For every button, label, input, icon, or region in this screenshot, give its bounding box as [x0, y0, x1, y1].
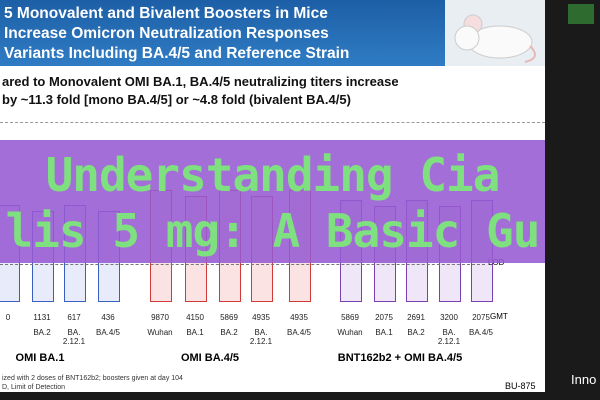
gmt-value: 3200	[440, 313, 458, 322]
gmt-value: 4935	[252, 313, 270, 322]
column-label: BA.2	[33, 328, 51, 337]
gmt-value: 4150	[186, 313, 204, 322]
column-label: BA.2	[220, 328, 238, 337]
gmt-value: 617	[67, 313, 81, 322]
overlay-banner: Understanding Cia lis 5 mg: A Basic Gu	[0, 140, 545, 263]
column-label: BA.4/5	[468, 328, 493, 337]
title-line: Variants Including BA.4/5 and Reference …	[4, 45, 350, 62]
divider	[0, 122, 545, 124]
mouse-icon	[454, 14, 536, 63]
status-indicator	[568, 4, 594, 24]
gmt-value: 2075	[375, 313, 393, 322]
column-label: BA.4/5	[95, 328, 120, 337]
footnote: ized with 2 doses of BNT162b2; boosters …	[2, 375, 183, 382]
group-label: OMI BA.1	[15, 352, 65, 364]
column-label: BA. 2.12.1	[437, 328, 461, 346]
group-label: OMI BA.4/5	[180, 352, 240, 364]
side-caption: Inno	[571, 372, 597, 387]
slide-header: 5 Monovalent and Bivalent Boosters in Mi…	[0, 0, 445, 66]
column-label: BA.2	[407, 328, 425, 337]
title-line: Increase Omicron Neutralization Response…	[4, 25, 329, 42]
title-line: 5 Monovalent and Bivalent Boosters in Mi…	[4, 5, 328, 22]
overlay-text: Understanding Cia	[45, 148, 501, 202]
column-label: BA.1	[186, 328, 204, 337]
mouse-image	[445, 0, 545, 66]
lod-line	[0, 264, 485, 265]
gmt-value: 2075	[472, 313, 490, 322]
group-label: BNT162b2 + OMI BA.4/5	[337, 352, 463, 364]
summary-line: ared to Monovalent OMI BA.1, BA.4/5 neut…	[2, 74, 399, 89]
column-label: Wuhan	[147, 328, 173, 337]
summary-line: by ~11.3 fold [mono BA.4/5] or ~4.8 fold…	[2, 92, 351, 107]
gmt-value: 1131	[33, 313, 51, 322]
gmt-value: 4935	[290, 313, 308, 322]
gmt-label: GMT	[490, 312, 508, 321]
gmt-value: 5869	[220, 313, 238, 322]
column-label: BA. 2.12.1	[249, 328, 273, 346]
gmt-value: 436	[101, 313, 115, 322]
slide-code: BU-875	[505, 381, 536, 391]
column-label: BA. 2.12.1	[62, 328, 86, 346]
gmt-value: 2691	[407, 313, 425, 322]
gmt-value: 9870	[151, 313, 169, 322]
overlay-text: lis 5 mg: A Basic Gu	[5, 204, 541, 258]
footnote: D, Limit of Detection	[2, 384, 66, 391]
gmt-value: 0	[5, 313, 11, 322]
gmt-value: 5869	[341, 313, 359, 322]
column-label: BA.1	[375, 328, 393, 337]
column-label: Wuhan	[337, 328, 363, 337]
column-label: BA.4/5	[286, 328, 311, 337]
